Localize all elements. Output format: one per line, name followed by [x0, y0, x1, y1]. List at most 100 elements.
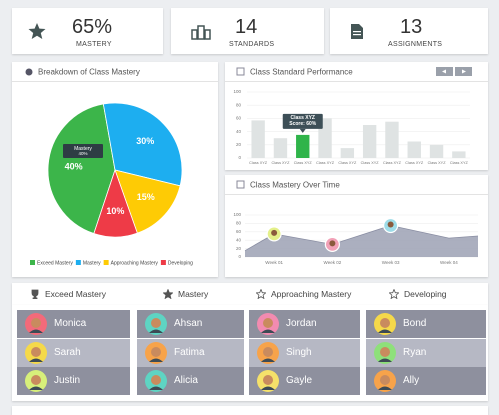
x-tick-label: Week 02 — [324, 260, 342, 265]
avatar-face — [387, 221, 394, 228]
student-row[interactable]: Ahsan — [137, 310, 244, 338]
tab-icon-shape — [31, 289, 39, 299]
tab-label[interactable]: Exceed Mastery — [45, 289, 106, 299]
student-row[interactable]: Monica — [17, 310, 130, 338]
star-icon — [28, 23, 46, 39]
avatar-body — [378, 386, 392, 391]
avatar — [257, 313, 279, 335]
y-tick-label: 100 — [233, 212, 241, 217]
x-tick-label: Week 04 — [440, 260, 458, 265]
bar — [273, 138, 288, 158]
avatar — [257, 370, 279, 393]
x-tick-label: Class XYZ — [316, 161, 335, 165]
student-name: Sarah — [54, 346, 81, 358]
x-tick-label: Class XYZ — [361, 161, 380, 165]
avatar-body — [29, 329, 43, 333]
pie-slice — [114, 169, 181, 234]
student-name: Fatima — [174, 346, 205, 358]
avatar-face — [329, 240, 336, 247]
avatar — [25, 370, 47, 393]
tab-icon — [256, 289, 266, 299]
area-panel — [225, 175, 488, 277]
avatar-face — [263, 318, 273, 328]
student-name: Ryan — [403, 346, 427, 358]
legend-label: Approaching Mastery — [111, 260, 159, 266]
avatar — [145, 313, 167, 335]
tab-bar — [12, 283, 488, 305]
tab-icon-shape — [389, 289, 399, 299]
building-icon — [191, 25, 211, 40]
stat-value: 13 — [400, 16, 423, 38]
slice-label: 40% — [65, 161, 83, 171]
chart-title: Breakdown of Class Mastery — [38, 68, 140, 77]
y-tick-label: 0 — [238, 155, 241, 160]
x-tick-label: Week 03 — [382, 260, 400, 265]
legend-label: Exceed Mastery — [37, 260, 73, 266]
area — [245, 225, 478, 257]
legend-swatch — [75, 260, 81, 265]
avatar-face — [31, 375, 41, 386]
prev-arrow — [442, 69, 446, 74]
x-tick-label: Week 01 — [265, 260, 283, 265]
tab-label[interactable]: Mastery — [178, 289, 209, 299]
student-row[interactable]: Singh — [249, 338, 360, 367]
legend-swatch — [103, 260, 109, 265]
y-tick-label: 40 — [236, 237, 242, 242]
stat-label: STANDARDS — [229, 41, 275, 48]
student-name: Gayle — [286, 375, 313, 387]
x-tick-label: Class XYZ — [450, 161, 469, 165]
y-tick-label: 80 — [236, 102, 242, 107]
divider — [225, 81, 488, 82]
stat-value: 65% — [72, 16, 113, 38]
student-name: Jordan — [286, 318, 317, 329]
avatar — [374, 341, 396, 364]
avatar-face — [151, 346, 161, 357]
avatar-body — [378, 358, 392, 362]
avatar — [145, 341, 167, 364]
y-tick-label: 0 — [238, 254, 241, 259]
avatar-face — [380, 375, 390, 386]
avatar-face — [263, 346, 273, 357]
chart-title: Class Standard Performance — [250, 68, 353, 77]
avatar — [257, 341, 279, 364]
student-row[interactable]: Gayle — [249, 367, 360, 396]
tooltip-title: Mastery — [74, 146, 92, 152]
tab-label[interactable]: Approaching Mastery — [271, 289, 352, 299]
tooltip — [282, 113, 323, 129]
student-row[interactable]: Jordan — [249, 310, 360, 338]
tooltip-text: 40% — [78, 151, 87, 156]
tooltip-text: Score: 60% — [289, 121, 317, 127]
tab-label[interactable]: Developing — [404, 289, 447, 299]
tooltip-pointer — [299, 128, 306, 133]
student-row[interactable]: Ryan — [366, 338, 486, 367]
student-row[interactable]: Alicia — [137, 367, 244, 396]
stat-label: MASTERY — [76, 41, 112, 48]
stat-card: 13 ASSIGNMENTS — [330, 8, 488, 54]
bar — [407, 141, 421, 158]
stat-value: 14 — [235, 16, 258, 38]
student-row[interactable]: Justin — [17, 367, 130, 396]
y-tick-label: 20 — [236, 246, 242, 251]
bar — [362, 125, 377, 158]
student-name: Justin — [54, 375, 81, 387]
student-name: Monica — [54, 318, 87, 329]
x-tick-label: Class XYZ — [383, 161, 402, 165]
bar — [340, 148, 355, 158]
student-row[interactable]: Fatima — [137, 338, 244, 367]
x-tick-label: Class XYZ — [338, 161, 357, 165]
tab-icon — [163, 289, 173, 299]
student-row[interactable]: Sarah — [17, 338, 130, 367]
bar — [296, 134, 310, 158]
student-row[interactable]: Ally — [366, 367, 486, 396]
y-tick-label: 60 — [236, 116, 242, 121]
pie-icon — [25, 68, 33, 76]
avatar-face — [151, 375, 161, 386]
student-row[interactable]: Bond — [366, 310, 486, 338]
student-name: Alicia — [174, 375, 198, 387]
avatar — [145, 370, 167, 393]
x-tick-label: Class XYZ — [249, 161, 268, 165]
slice-label: 30% — [136, 136, 154, 146]
avatar-face — [263, 375, 273, 386]
